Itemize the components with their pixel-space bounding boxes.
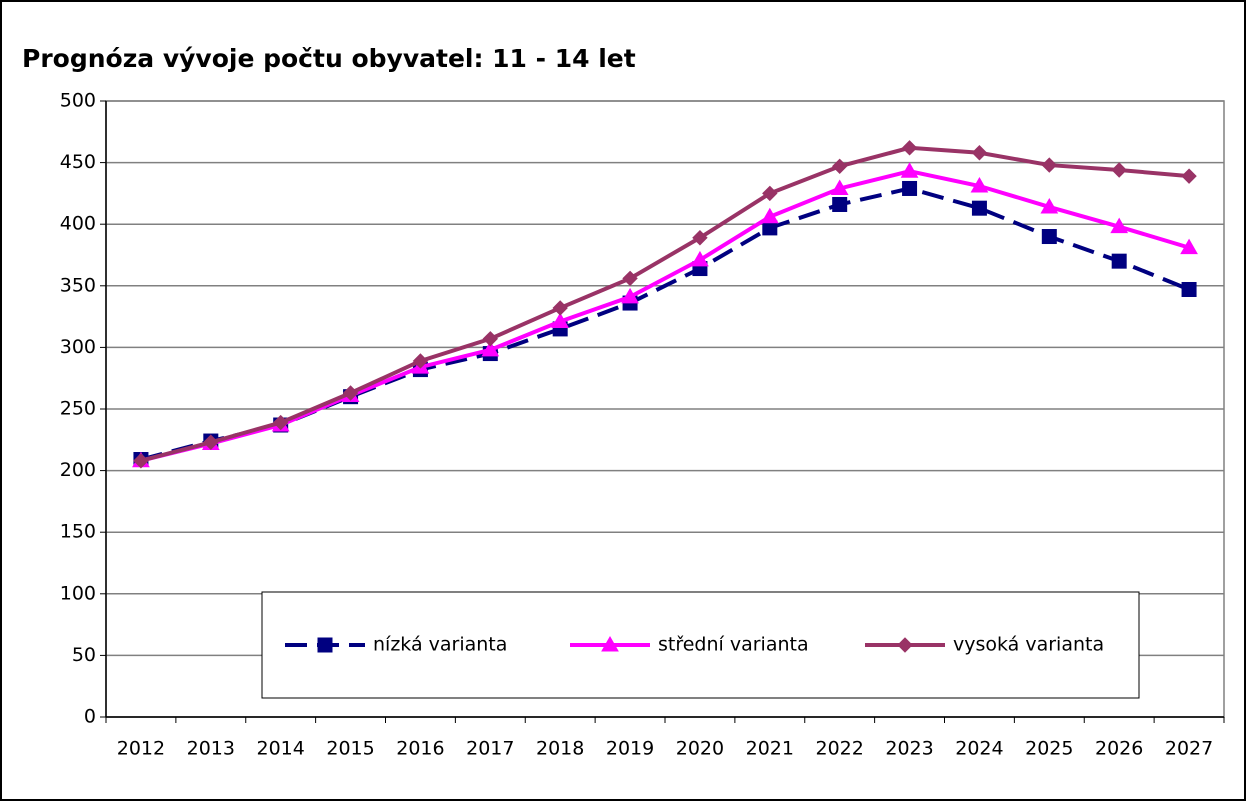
- x-tick-label: 2018: [536, 738, 584, 760]
- legend-marker: [601, 635, 619, 652]
- x-tick-label: 2024: [955, 738, 1003, 760]
- data-point: [760, 207, 779, 224]
- data-point: [762, 185, 778, 202]
- data-point: [551, 312, 570, 329]
- y-tick-label: 400: [60, 213, 96, 235]
- data-point: [412, 353, 429, 369]
- y-tick-label: 50: [72, 644, 96, 666]
- x-tick-label: 2012: [117, 738, 165, 760]
- y-tick-label: 250: [60, 398, 96, 420]
- data-point: [971, 145, 988, 161]
- chart-title: Prognóza vývoje počtu obyvatel: 11 - 14 …: [22, 44, 636, 73]
- data-point: [203, 434, 219, 450]
- x-tick-label: 2020: [676, 738, 724, 760]
- data-point: [1040, 197, 1059, 214]
- data-point: [1111, 253, 1127, 269]
- data-point: [1111, 162, 1127, 178]
- data-point: [481, 340, 500, 357]
- data-point: [902, 180, 918, 196]
- x-tick-label: 2017: [466, 738, 514, 760]
- y-tick-label: 200: [60, 459, 96, 481]
- data-point: [970, 177, 989, 193]
- legend-label: vysoká varianta: [953, 634, 1104, 656]
- x-tick-label: 2015: [326, 738, 374, 760]
- data-point: [691, 250, 709, 267]
- x-tick-label: 2013: [187, 738, 235, 760]
- data-point: [830, 179, 849, 195]
- y-tick-label: 100: [60, 582, 96, 604]
- x-tick-label: 2022: [816, 738, 864, 760]
- y-tick-label: 350: [60, 274, 96, 296]
- y-tick-label: 300: [60, 336, 96, 358]
- data-point: [1180, 238, 1198, 255]
- data-point: [900, 162, 919, 178]
- series-line: [140, 145, 1190, 463]
- x-tick-label: 2026: [1095, 738, 1143, 760]
- x-tick-label: 2014: [257, 738, 305, 760]
- y-tick-label: 500: [60, 90, 96, 112]
- x-tick-label: 2027: [1165, 738, 1213, 760]
- data-point: [1041, 157, 1058, 173]
- x-tick-label: 2025: [1025, 738, 1073, 760]
- data-point: [832, 196, 848, 212]
- x-tick-label: 2021: [746, 738, 794, 760]
- data-point: [971, 200, 987, 216]
- data-point: [1181, 168, 1197, 184]
- data-point: [552, 300, 568, 316]
- legend: [261, 591, 1140, 699]
- data-point: [1181, 281, 1197, 297]
- legend-marker: [897, 637, 913, 653]
- y-tick-label: 450: [60, 151, 96, 173]
- y-tick-label: 150: [60, 521, 96, 543]
- data-point: [1110, 217, 1129, 234]
- y-tick-label: 0: [84, 706, 96, 728]
- x-tick-label: 2023: [885, 738, 933, 760]
- data-point: [272, 414, 289, 431]
- data-point: [692, 230, 708, 246]
- series-line: [140, 169, 1190, 463]
- data-point: [1041, 229, 1057, 245]
- data-point: [621, 287, 639, 304]
- x-tick-label: 2019: [606, 738, 654, 760]
- x-tick-label: 2016: [396, 738, 444, 760]
- legend-label: střední varianta: [658, 634, 809, 656]
- data-point: [133, 453, 149, 469]
- data-point: [831, 158, 848, 175]
- legend-label: nízká varianta: [373, 634, 507, 656]
- data-point: [342, 385, 359, 401]
- data-point: [482, 331, 499, 347]
- data-point: [901, 140, 918, 156]
- data-point: [622, 270, 638, 287]
- legend-marker: [317, 637, 333, 653]
